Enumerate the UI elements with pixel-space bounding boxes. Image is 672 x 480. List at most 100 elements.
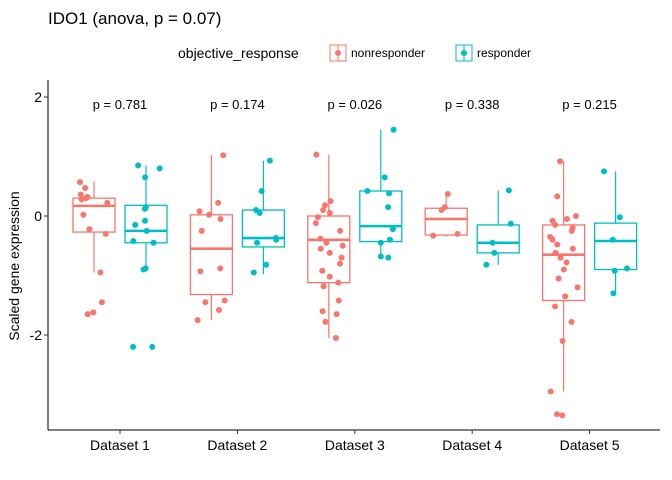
data-point [198,227,205,234]
legend: objective_response nonresponder responder [178,44,531,62]
data-point [132,221,139,228]
data-point [386,190,393,197]
data-point [562,293,569,300]
data-point [202,299,209,306]
data-point [327,198,334,205]
x-tick-label: Dataset 1 [90,437,150,453]
box-nonresponder-4 [424,190,468,239]
data-point [454,230,461,237]
data-point [215,199,222,206]
data-point [194,317,201,324]
data-point [364,188,371,195]
box-nonresponder-3 [307,151,351,341]
data-point [552,303,559,310]
data-point [317,245,324,252]
p-value-label: p = 0.338 [445,97,500,112]
data-point [77,191,84,198]
data-point [386,236,393,243]
data-point [266,157,273,164]
data-point [254,239,261,246]
data-point [332,334,339,341]
data-point [77,179,83,186]
data-point [377,239,384,246]
data-point [326,273,333,280]
data-point [611,267,618,274]
data-point [78,196,85,203]
data-point [568,318,575,325]
box-nonresponder-2 [189,152,234,324]
data-point [552,221,559,228]
y-tick-label: -2 [30,327,43,343]
data-point [84,311,91,318]
data-point [319,267,326,274]
data-point [98,299,105,306]
box-iqr [307,215,351,284]
data-point [609,236,616,243]
data-point [273,236,280,243]
y-tick-label: 0 [34,208,42,224]
data-point [220,152,227,159]
data-point [572,213,579,219]
data-point [337,227,344,234]
data-point [197,268,204,275]
data-point [217,265,224,272]
data-point [549,236,556,243]
data-point [314,214,321,221]
data-point [559,337,566,344]
data-point [563,259,570,266]
data-point [319,308,326,315]
legend-label: responder [477,46,531,60]
data-point [389,226,396,233]
data-point [90,309,97,316]
data-point [150,239,157,246]
data-point [320,283,327,290]
data-point [336,260,343,267]
legend-entry-responder: responder [455,44,531,62]
plot-area: -2 0 2 Dataset 1 p = 0.781 Dataset 2 p = 0.174… [30,80,660,453]
data-point [323,239,330,246]
legend-key-point [461,50,467,56]
y-axis-title: Scaled gene expression [6,191,22,340]
data-point [377,253,384,260]
data-point [335,297,342,304]
x-tick-label: Dataset 2 [207,437,267,453]
data-point [322,318,329,325]
data-point [338,254,345,261]
data-point [569,245,576,252]
data-point [616,214,623,221]
legend-key-point [335,50,341,56]
data-point [438,207,445,214]
data-point [313,151,320,158]
data-point [563,215,570,222]
data-point [102,230,109,237]
data-point [559,412,566,419]
data-point [216,307,223,314]
box-iqr [241,209,286,248]
data-point [385,204,392,211]
data-point [317,235,324,242]
p-value-label: p = 0.174 [210,97,265,112]
data-point [568,227,575,234]
data-point [491,249,498,256]
data-point [221,297,228,304]
data-point [333,311,340,318]
box-iqr [593,222,638,271]
data-point [623,265,630,272]
data-point [312,220,319,227]
box-nonresponder-5 [541,158,586,419]
data-point [149,343,156,350]
p-value-label: p = 0.026 [328,97,383,112]
box-responder-5 [593,168,638,297]
box-iqr [424,207,468,236]
data-point [430,232,437,239]
data-point [196,208,203,215]
data-point [143,227,150,234]
box-responder-3 [359,126,403,261]
data-point [483,261,490,268]
data-point [130,237,137,244]
box-responder-2 [241,157,286,276]
data-point [82,185,89,192]
data-point [381,174,388,181]
data-point [250,269,257,276]
data-point [505,187,512,194]
